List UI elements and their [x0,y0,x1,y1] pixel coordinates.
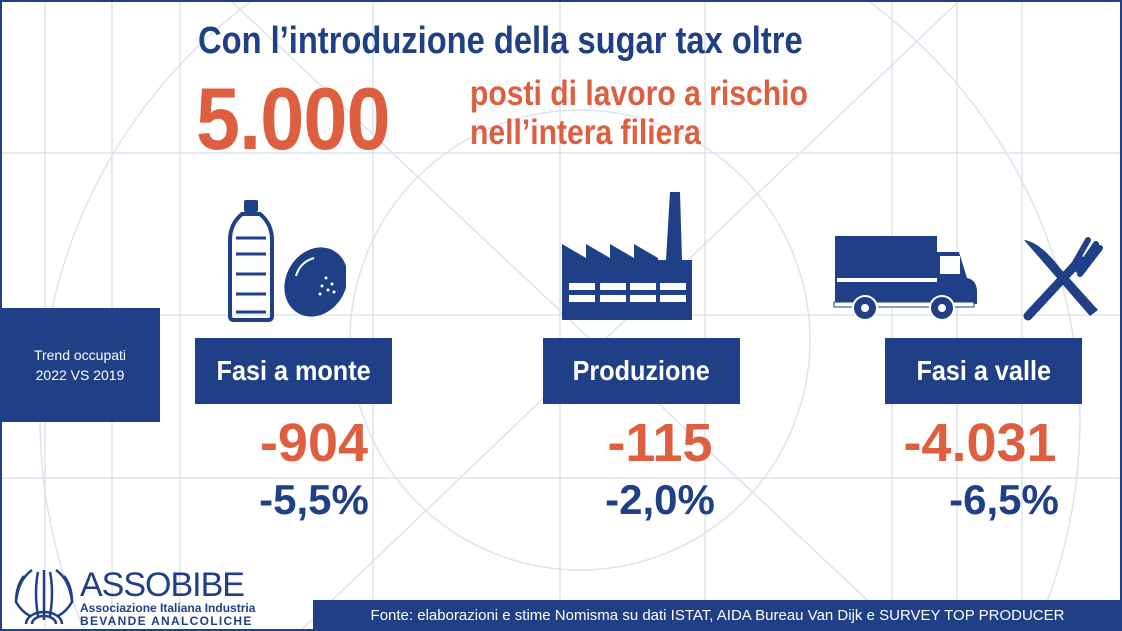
trend-line-2: 2022 VS 2019 [35,367,125,383]
factory-icon [562,192,692,320]
assobibe-logo-icon [14,568,74,625]
headline-big-number: 5.000 [196,69,391,168]
value-fasi-a-valle: -4.031 [903,413,1057,473]
section-label-fasi-a-monte: Fasi a monte [195,338,392,404]
logo-name: ASSOBIBE [80,566,245,604]
percent-produzione: -2,0% [605,476,715,523]
bottle-icon [228,200,274,322]
trend-line-1: Trend occupati [33,347,127,363]
headline-subtitle-1: posti di lavoro a rischio [470,74,808,113]
headline-title: Con l’introduzione della sugar tax oltre [198,20,803,62]
truck-icon [833,236,977,321]
logo-line-1: Associazione Italiana Industria [80,601,256,615]
percent-fasi-a-monte: -5,5% [259,476,369,523]
section-label-produzione: Produzione [543,338,740,404]
headline-subtitle-2: nell’intera filiera [470,113,701,152]
source-footer: Fonte: elaborazioni e stime Nomisma su d… [313,600,1122,631]
value-produzione: -115 [607,413,713,473]
logo-line-2: BEVANDE ANALCOLICHE [80,614,253,628]
section-label-fasi-a-valle: Fasi a valle [885,338,1082,404]
trend-box: Trend occupati 2022 VS 2019 [0,308,160,422]
percent-fasi-a-valle: -6,5% [949,476,1059,523]
value-fasi-a-monte: -904 [259,413,369,473]
knife-fork-icon [1023,237,1103,321]
lemon-icon [284,247,346,317]
